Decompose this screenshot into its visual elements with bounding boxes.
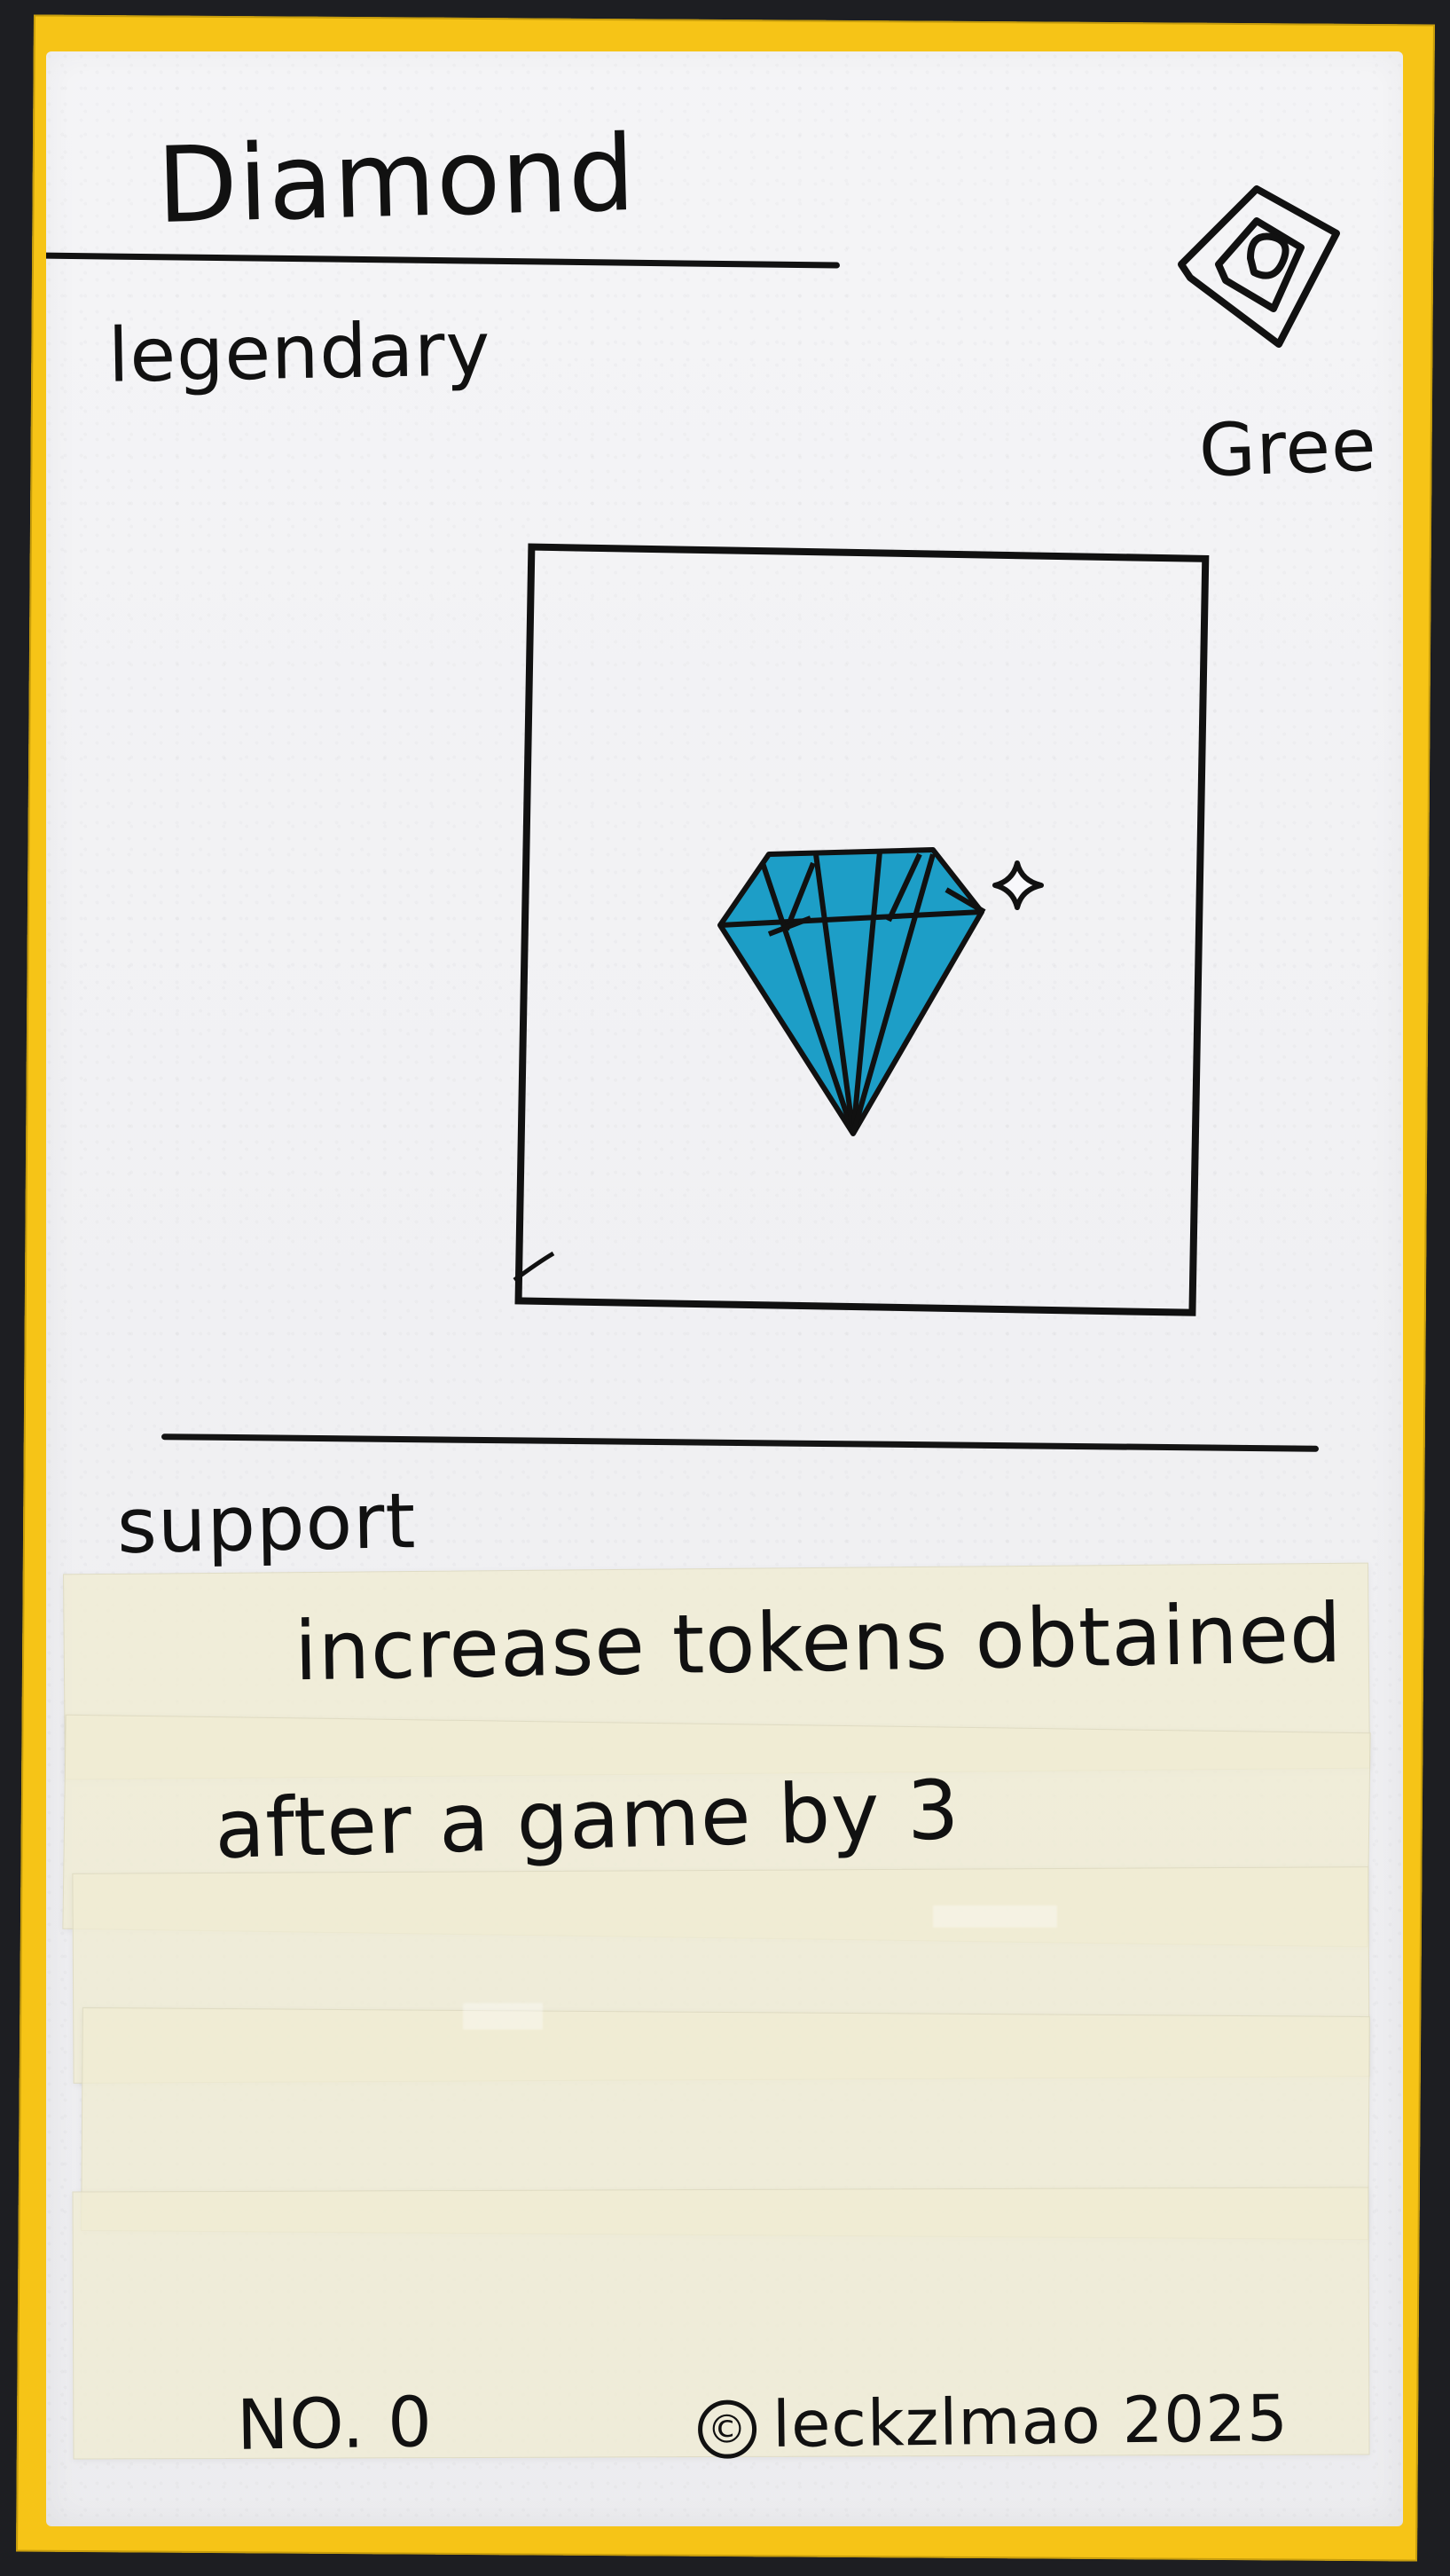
set-symbol-icon bbox=[1178, 185, 1340, 348]
set-code: Gree bbox=[1197, 403, 1378, 494]
rules-text-line-1: increase tokens obtained bbox=[294, 1585, 1344, 1700]
card-type: support bbox=[116, 1477, 418, 1571]
card-rarity: legendary bbox=[107, 305, 492, 399]
card-face: Diamond legendary Gree support bbox=[46, 51, 1403, 2526]
art-frame bbox=[513, 543, 1210, 1316]
type-divider bbox=[161, 1433, 1320, 1452]
title-divider bbox=[46, 252, 841, 269]
tape-smudge bbox=[463, 2003, 543, 2030]
card-title: Diamond bbox=[155, 111, 638, 247]
copyright-notice: © leckzlmao 2025 bbox=[697, 2380, 1289, 2462]
diamond-icon bbox=[717, 847, 986, 1136]
copyright-text: leckzlmao 2025 bbox=[772, 2380, 1289, 2462]
copyright-icon: © bbox=[697, 2399, 757, 2460]
rules-text-line-2: after a game by 3 bbox=[213, 1763, 961, 1877]
card-number: NO. 0 bbox=[236, 2383, 434, 2466]
sparkle-icon bbox=[992, 860, 1044, 910]
tape-smudge bbox=[933, 1905, 1057, 1928]
